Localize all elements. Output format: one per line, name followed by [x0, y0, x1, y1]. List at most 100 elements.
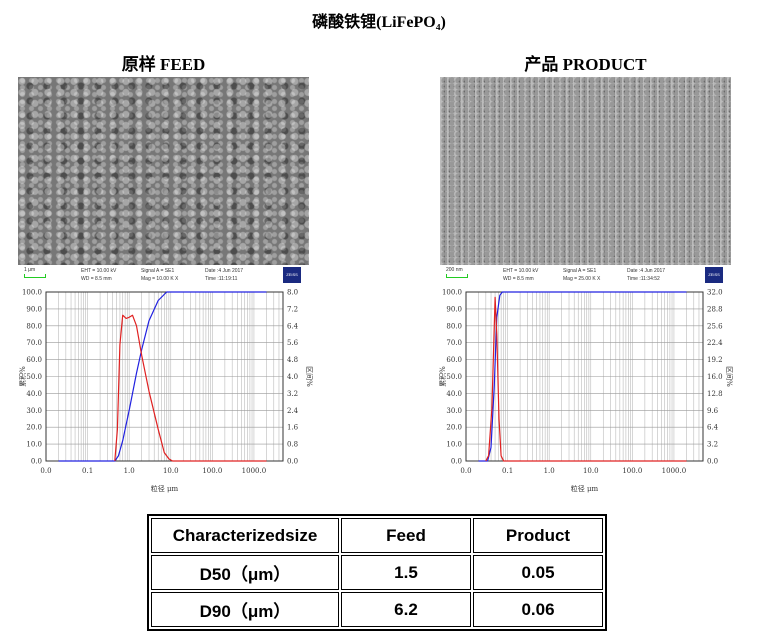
product-title: 产品 PRODUCT — [524, 55, 647, 74]
size-table: Characterizedsize Feed Product D50（μm） 1… — [147, 514, 607, 631]
y2-axis-label: 区间% — [725, 366, 733, 387]
y-tick-label: 70.0 — [26, 339, 42, 347]
page-title: 磷酸铁锂(LiFePO₄) — [312, 14, 446, 31]
x-tick-label: 1000.0 — [662, 467, 687, 475]
y-tick-label: 30.0 — [26, 407, 42, 415]
mag: Mag = 10.00 K X — [141, 276, 179, 282]
scale-label: 1 μm — [24, 267, 36, 273]
date: Date :4 Jun 2017 — [627, 268, 666, 274]
mag: Mag = 25.00 K X — [563, 276, 601, 282]
cell: 0.06 — [473, 592, 603, 627]
table-header-row: Characterizedsize Feed Product — [151, 518, 603, 553]
y-tick-label: 20.0 — [26, 424, 42, 432]
header-product: Product — [473, 518, 603, 553]
scale-bar — [446, 274, 468, 278]
x-tick-label: 1000.0 — [242, 467, 267, 475]
feed-sem-infobar: 1 μm EHT = 10.00 kV WD = 8.5 mm Signal A… — [18, 265, 309, 285]
header-feed: Feed — [341, 518, 471, 553]
scale-label: 200 nm — [446, 267, 463, 273]
wd: WD = 8.5 mm — [81, 276, 112, 282]
zeiss-logo: ZEISS — [705, 267, 723, 283]
y2-tick-label: 1.6 — [287, 424, 299, 432]
x-tick-label: 100.0 — [622, 467, 642, 475]
time: Time :11:34:52 — [627, 276, 660, 282]
y2-tick-label: 4.0 — [287, 373, 298, 381]
y2-tick-label: 0.8 — [287, 441, 298, 449]
series-interval-line — [114, 314, 267, 462]
y-tick-label: 30.0 — [446, 407, 462, 415]
y2-tick-label: 0.0 — [287, 458, 298, 466]
y-tick-label: 100.0 — [442, 289, 462, 297]
y-tick-label: 80.0 — [26, 322, 42, 330]
y-tick-label: 40.0 — [446, 390, 462, 398]
cell: 1.5 — [341, 555, 471, 590]
feed-sem-image — [18, 77, 309, 265]
table-row: D90（μm） 6.2 0.06 — [151, 592, 603, 627]
y-tick-label: 70.0 — [446, 339, 462, 347]
wd: WD = 8.5 mm — [503, 276, 534, 282]
y2-tick-label: 16.0 — [707, 373, 723, 381]
scale-bar — [24, 274, 46, 278]
y2-tick-label: 5.6 — [287, 339, 299, 347]
y2-tick-label: 0.0 — [707, 458, 718, 466]
signal: Signal A = SE1 — [141, 268, 175, 274]
y-tick-label: 90.0 — [26, 305, 42, 313]
cell: 0.05 — [473, 555, 603, 590]
product-sem-image — [440, 77, 731, 265]
eht: EHT = 10.00 kV — [503, 268, 539, 274]
y2-tick-label: 32.0 — [707, 289, 723, 297]
series-interval-line — [485, 296, 687, 462]
x-tick-label: 100.0 — [202, 467, 222, 475]
y2-tick-label: 28.8 — [707, 305, 723, 313]
y-tick-label: 0.0 — [451, 458, 462, 466]
series-cumulative-line — [58, 291, 267, 462]
x-tick-label: 0.0 — [460, 467, 471, 475]
series-cumulative-line — [478, 291, 687, 462]
cell: 6.2 — [341, 592, 471, 627]
y-tick-label: 60.0 — [26, 356, 42, 364]
y2-axis-label: 区间% — [305, 366, 313, 387]
y2-tick-label: 8.0 — [287, 289, 298, 297]
cell: D50（μm） — [151, 555, 339, 590]
y-tick-label: 60.0 — [446, 356, 462, 364]
y2-tick-label: 25.6 — [707, 322, 723, 330]
y2-tick-label: 6.4 — [707, 424, 719, 432]
plot-frame — [45, 291, 284, 462]
y2-tick-label: 9.6 — [707, 407, 719, 415]
y-tick-label: 50.0 — [26, 373, 42, 381]
y2-tick-label: 6.4 — [287, 322, 299, 330]
product-sem-infobar: 200 nm EHT = 10.00 kV WD = 8.5 mm Signal… — [440, 265, 731, 285]
product-psd-chart: 0.0 10.0 20.0 30.0 40.0 50.0 60.0 70.0 80.0 90.0 1… — [438, 289, 733, 494]
x-tick-label: 0.1 — [502, 467, 513, 475]
y2-tick-label: 12.8 — [707, 390, 723, 398]
cell: D90（μm） — [151, 592, 339, 627]
y-axis-label: 累积% — [18, 366, 27, 387]
x-axis-label: 粒径 μm — [571, 484, 599, 493]
y-tick-label: 40.0 — [26, 390, 42, 398]
x-tick-label: 1.0 — [544, 467, 555, 475]
y2-tick-label: 4.8 — [287, 356, 298, 364]
feed-title: 原样 FEED — [121, 55, 206, 74]
y2-tick-label: 7.2 — [287, 305, 298, 313]
y-tick-label: 100.0 — [22, 289, 42, 297]
eht: EHT = 10.00 kV — [81, 268, 117, 274]
x-axis-label: 粒径 μm — [151, 484, 179, 493]
y-tick-label: 20.0 — [446, 424, 462, 432]
date: Date :4 Jun 2017 — [205, 268, 244, 274]
time: Time :11:19:11 — [205, 276, 238, 282]
y-tick-label: 50.0 — [446, 373, 462, 381]
x-tick-label: 0.1 — [82, 467, 93, 475]
y-tick-label: 10.0 — [26, 441, 42, 449]
header-size: Characterizedsize — [151, 518, 339, 553]
table-row: D50（μm） 1.5 0.05 — [151, 555, 603, 590]
signal: Signal A = SE1 — [563, 268, 597, 274]
x-tick-label: 10.0 — [583, 467, 599, 475]
y-tick-label: 80.0 — [446, 322, 462, 330]
x-tick-label: 1.0 — [124, 467, 135, 475]
zeiss-logo: ZEISS — [283, 267, 301, 283]
y2-tick-label: 22.4 — [707, 339, 723, 347]
y-tick-label: 10.0 — [446, 441, 462, 449]
y2-tick-label: 19.2 — [707, 356, 723, 364]
y2-tick-label: 3.2 — [287, 390, 298, 398]
feed-psd-chart: 0.0 10.0 20.0 30.0 40.0 50.0 60.0 70.0 80.0 90.0 1… — [18, 289, 313, 494]
